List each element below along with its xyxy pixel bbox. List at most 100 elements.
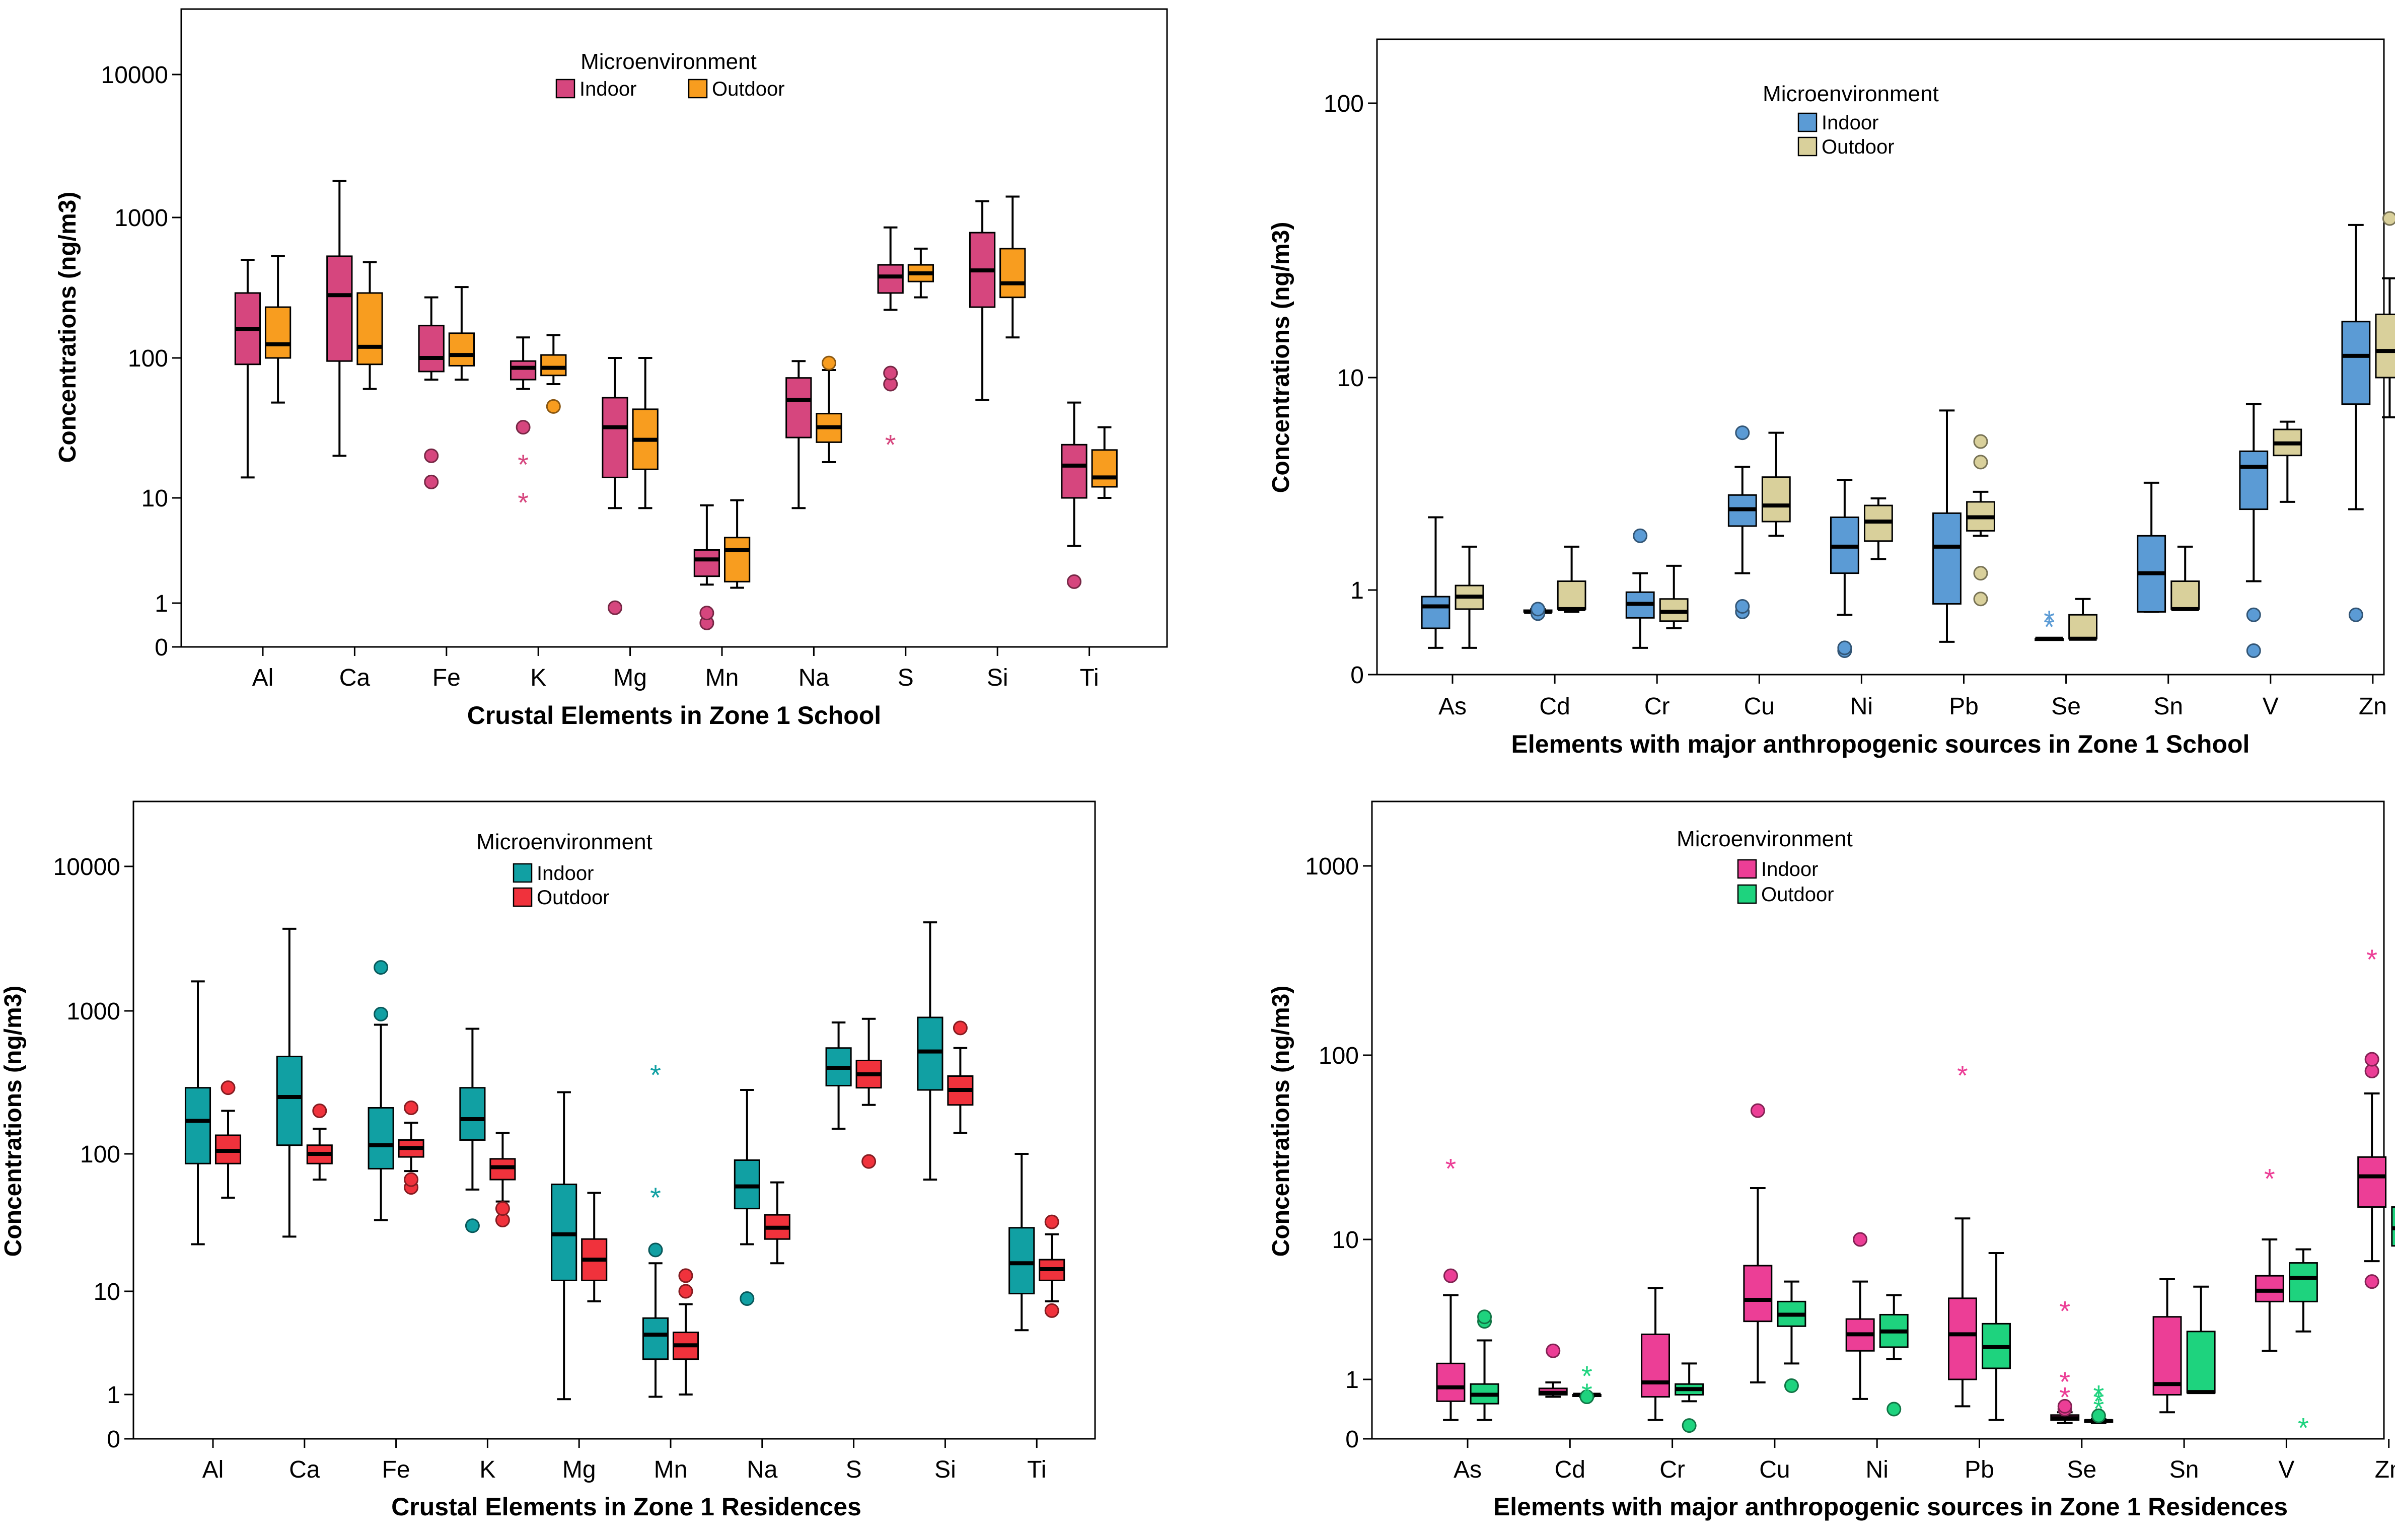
box-indoor-Cu [1743, 1103, 1773, 1384]
box-indoor-As: * [1436, 1152, 1466, 1421]
y-tick-label: 100 [128, 345, 168, 372]
extreme-point: * [1581, 1377, 1592, 1409]
iqr-box [917, 1016, 944, 1091]
extreme-point: * [2093, 1379, 2104, 1411]
legend-entry: Indoor [537, 862, 594, 885]
iqr-box [1061, 444, 1087, 499]
box-indoor-V [2239, 403, 2269, 658]
x-tick-label: Fe [432, 665, 461, 691]
extreme-point: * [650, 1182, 661, 1213]
iqr-box [356, 292, 383, 365]
outlier-point [465, 1218, 480, 1233]
x-tick-label: As [1438, 693, 1467, 720]
iqr-box [785, 377, 812, 438]
box-outdoor-V: * [2288, 1248, 2318, 1444]
box-outdoor-Mn [723, 499, 751, 589]
box-indoor-Zn: * [2357, 943, 2387, 1289]
outlier-point [1443, 1268, 1458, 1283]
outlier-point [699, 606, 714, 621]
legend-title: Microenvironment [580, 49, 757, 74]
box-outdoor-Ni [1879, 1294, 1909, 1417]
box-indoor-Fe [418, 296, 445, 489]
box-indoor-Ca [276, 927, 303, 1238]
outlier-point [1886, 1402, 1902, 1417]
x-tick-label: Ca [289, 1456, 320, 1483]
iqr-box [1008, 1227, 1035, 1295]
x-tick-label: Pb [1949, 693, 1979, 720]
iqr-box [418, 325, 445, 373]
outlier-point [2246, 643, 2261, 658]
iqr-box [264, 306, 292, 359]
x-tick-label: Cd [1555, 1456, 1585, 1483]
box-indoor-S [825, 1021, 852, 1130]
box-indoor-Mn: ** [642, 1059, 669, 1398]
y-tick-label: 100 [1324, 91, 1364, 117]
box-indoor-Ni [1830, 479, 1859, 658]
box-outdoor-Mg [632, 357, 659, 509]
box-indoor-Si [917, 921, 944, 1181]
iqr-box [877, 264, 904, 294]
outlier-point [1477, 1309, 1492, 1325]
outlier-point [1579, 1389, 1594, 1405]
box-outdoor-Si [947, 1020, 974, 1134]
outlier-point [312, 1104, 327, 1119]
outlier-point [1784, 1378, 1799, 1393]
outlier-point [221, 1080, 236, 1095]
box-outdoor-Ca [306, 1104, 333, 1181]
outlier-point [883, 365, 898, 381]
box-outdoor-Al [214, 1080, 242, 1199]
legend-entry: Outdoor [537, 887, 610, 909]
extreme-point: * [2044, 611, 2055, 643]
legend-title: Microenvironment [1763, 82, 1939, 106]
box-outdoor-Na [764, 1181, 790, 1265]
extreme-point: * [2044, 604, 2055, 636]
y-axis-label: Concentrations (ng/m3) [0, 986, 27, 1257]
outlier-point [2246, 607, 2261, 622]
outlier-point [678, 1284, 693, 1299]
legend-swatch [688, 79, 708, 99]
outlier-point [404, 1172, 419, 1187]
iqr-box [1091, 449, 1118, 488]
outlier-point [2364, 1052, 2379, 1067]
x-tick-label: Ti [1027, 1456, 1046, 1483]
x-tick-label: Cr [1659, 1456, 1685, 1483]
y-tick-label: 1000 [1305, 853, 1359, 880]
box-indoor-As [1421, 516, 1450, 649]
outlier-point [648, 1242, 663, 1258]
legend-swatch [1797, 136, 1818, 157]
box-indoor-Al [184, 980, 211, 1245]
x-tick-label: V [2278, 1456, 2294, 1483]
box-outdoor-Sn [2186, 1285, 2216, 1395]
box-indoor-Si [969, 200, 996, 401]
x-tick-label: K [530, 665, 546, 691]
outlier-point [953, 1020, 968, 1036]
chart-panel-3: 0 1 10 100 1000 10000 Concentrations (ng/m3) Cr… [0, 800, 1096, 1521]
y-tick-label: 0 [107, 1426, 120, 1453]
outlier-point [1067, 574, 1082, 589]
outlier-point [2348, 607, 2363, 622]
iqr-box [734, 1159, 760, 1210]
box-indoor-S: * [877, 226, 904, 460]
outlier-point [1044, 1303, 1059, 1318]
box-outdoor-Si [999, 195, 1026, 339]
box-indoor-K [459, 1028, 486, 1233]
box-outdoor-Zn [2375, 211, 2395, 418]
box-indoor-Sn [2137, 481, 2166, 613]
legend-title: Microenvironment [476, 830, 652, 854]
plot-frame [1376, 38, 2385, 676]
outlier-point [821, 355, 836, 371]
y-tick-label: 10 [94, 1279, 120, 1305]
iqr-box [2357, 1156, 2387, 1208]
iqr-box [1557, 580, 1586, 610]
y-tick-label: 0 [1350, 662, 1364, 689]
outlier-point [1044, 1214, 1059, 1229]
outlier-point [404, 1100, 419, 1115]
legend-swatch [1737, 859, 1757, 879]
x-tick-label: Sn [2169, 1456, 2199, 1483]
y-tick-label: 1000 [114, 205, 168, 232]
box-indoor-Mg [602, 357, 628, 615]
outlier-point [374, 960, 389, 975]
x-tick-label: Sn [2153, 693, 2183, 720]
iqr-box [1641, 1333, 1671, 1398]
x-tick-label: Ni [1850, 693, 1873, 720]
